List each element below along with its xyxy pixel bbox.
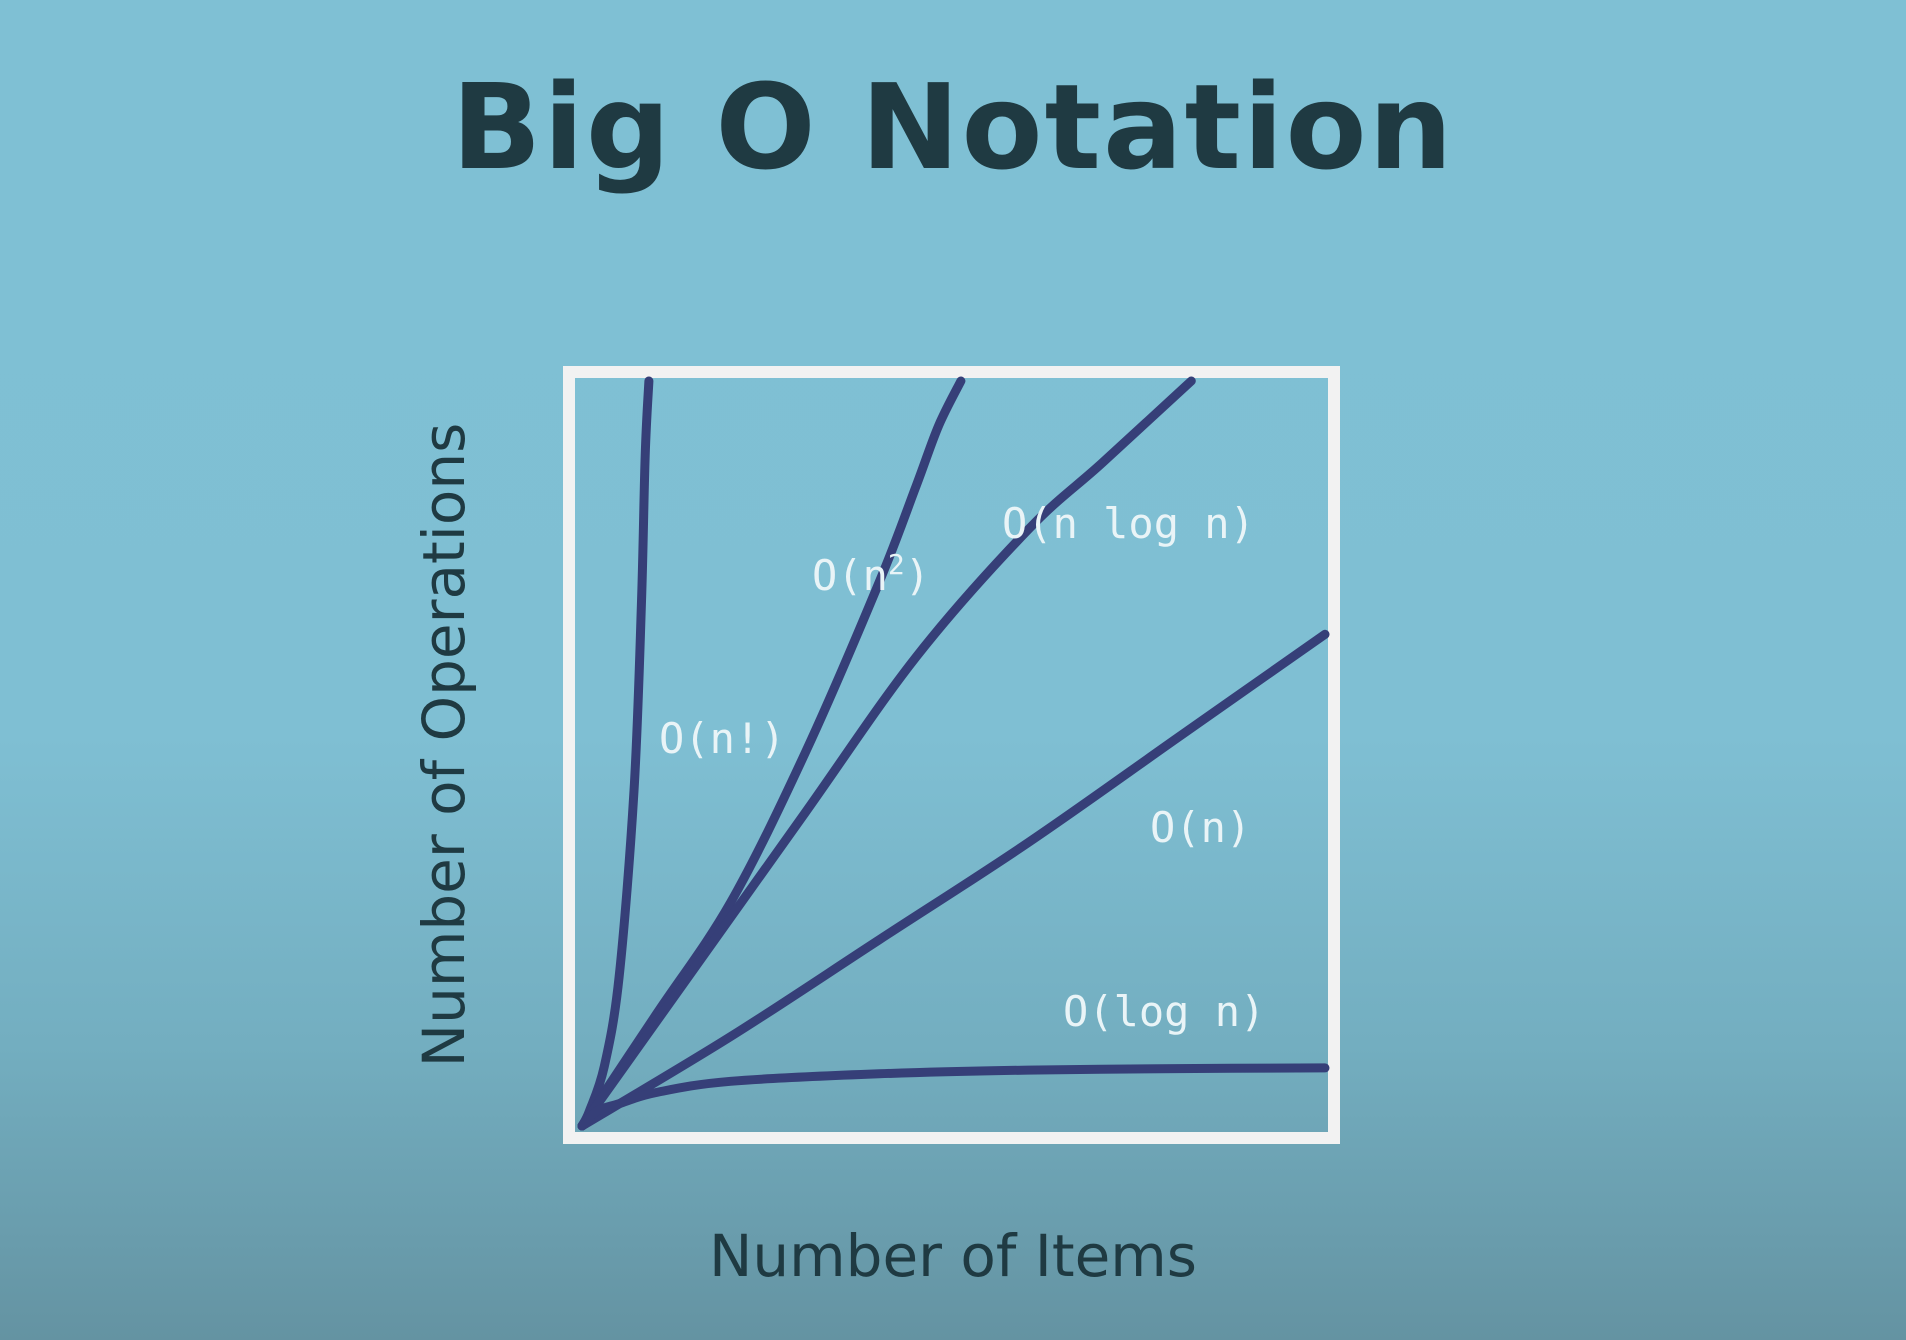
series-label-o-n-factorial: O(n!) (659, 714, 785, 763)
series-label-o-log-n: O(log n) (1063, 987, 1265, 1036)
plot-frame (563, 366, 1340, 1144)
x-axis-label: Number of Items (708, 1222, 1197, 1290)
series-label-o-n2: O(n2) (812, 548, 930, 600)
page-title: Big O Notation (451, 58, 1455, 196)
series-line-o-n-factorial (577, 376, 654, 1131)
series-line-o-n-log-n (577, 376, 1196, 1131)
series-line-o-n (577, 629, 1330, 1131)
series-label-o-n: O(n) (1150, 803, 1251, 852)
series-label-o-n-log-n: O(n log n) (1002, 499, 1255, 548)
series-line-o-log-n (577, 1063, 1330, 1131)
